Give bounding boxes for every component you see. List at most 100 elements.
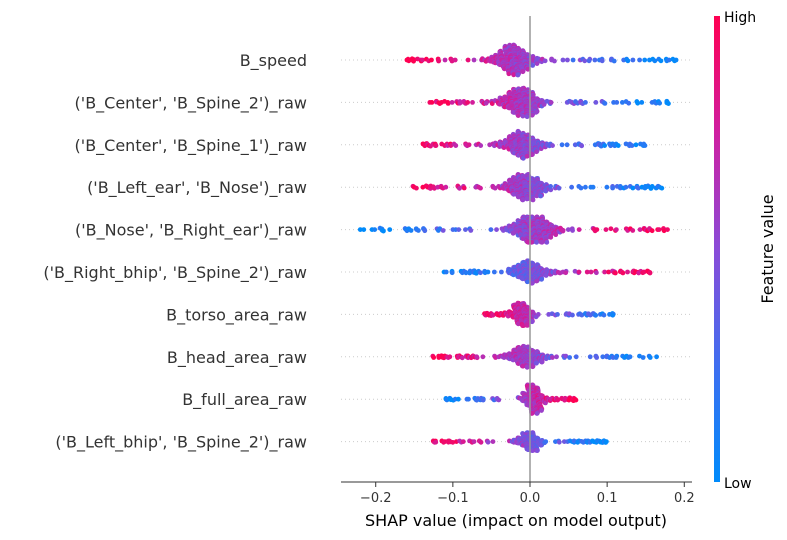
shap-point [601,312,607,318]
shap-point [530,63,536,68]
shap-point [567,355,573,360]
shap-point [652,58,658,64]
shap-point [583,184,588,190]
shap-point [570,228,575,233]
shap-point [642,143,648,148]
shap-point [452,57,458,63]
shap-point [453,143,459,148]
shap-point [594,227,600,233]
shap-point [666,101,671,106]
shap-point [471,57,477,63]
shap-point [524,196,530,202]
shap-point [614,100,620,105]
shap-point [548,183,553,189]
shap-point [659,185,665,191]
shap-point [626,100,632,106]
shap-point [534,360,539,366]
shap-point [474,354,480,360]
shap-point [582,58,588,64]
shap-point [569,184,575,190]
shap-point [563,270,569,276]
shap-point [619,100,625,105]
shap-point [449,100,455,105]
shap-point [673,57,679,63]
shap-point [470,100,475,105]
shap-point [623,184,629,190]
shap-point [420,57,425,63]
shap-point [506,71,512,77]
shap-point [431,355,437,360]
shap-point [534,278,539,284]
shap-point [515,72,521,78]
shap-point [608,226,614,232]
shap-point [613,227,619,233]
shap-point [592,57,598,63]
shap-point [442,57,448,63]
shap-point [573,354,579,360]
shap-point [612,270,618,276]
shap-point [550,143,555,148]
dot-layer [357,42,679,453]
shap-point [478,270,483,276]
shap-point [485,269,491,275]
shap-point [593,312,599,318]
shap-point [530,197,536,203]
shap-point [666,57,672,63]
shap-point [593,100,599,105]
shap-point [510,230,516,236]
shap-point [556,185,562,191]
shap-point [642,57,648,63]
shap-point [548,234,554,240]
shap-point [480,354,486,360]
shap-point [630,57,636,63]
shap-point [478,143,484,148]
shap-point [515,113,521,118]
shap-point [489,101,495,106]
shap-point [620,270,626,276]
shap-point [570,57,576,63]
shap-point [499,269,504,275]
shap-point [533,109,539,115]
shap-point [599,58,605,64]
shap-point [534,61,540,66]
shap-point [657,100,663,106]
shap-point [593,270,599,276]
shap-point [613,355,619,360]
shap-point [440,228,446,233]
shap-point [381,228,386,234]
shap-point [372,227,378,233]
shap-point [447,354,453,360]
shap-point [468,228,474,233]
shap-point [640,355,646,360]
shap-point [415,228,421,233]
shap-point [544,239,550,245]
shap-point [520,113,526,119]
shap-point [387,227,393,233]
shap-point [463,227,468,233]
shap-point [615,143,621,148]
shap-point [649,228,655,234]
shap-point [478,185,483,191]
shap-point [578,185,584,191]
shap-point [654,354,659,360]
shap-point [524,153,530,159]
shap-point [586,58,592,64]
shap-point [422,228,428,234]
shap-point [576,269,582,275]
shap-point [443,184,449,190]
shap-point [445,101,451,106]
shap-point [637,57,643,63]
shap-point [361,227,367,233]
shap-point [630,228,636,233]
shap-point [494,227,499,233]
shap-point [629,143,635,148]
shap-point [466,142,472,148]
shap-point [647,270,653,276]
shap-point [625,58,631,64]
shap-point [488,227,494,233]
shap-point [637,227,643,233]
shap-point [610,312,616,318]
shap-point [594,355,600,360]
shap-point [520,197,526,203]
